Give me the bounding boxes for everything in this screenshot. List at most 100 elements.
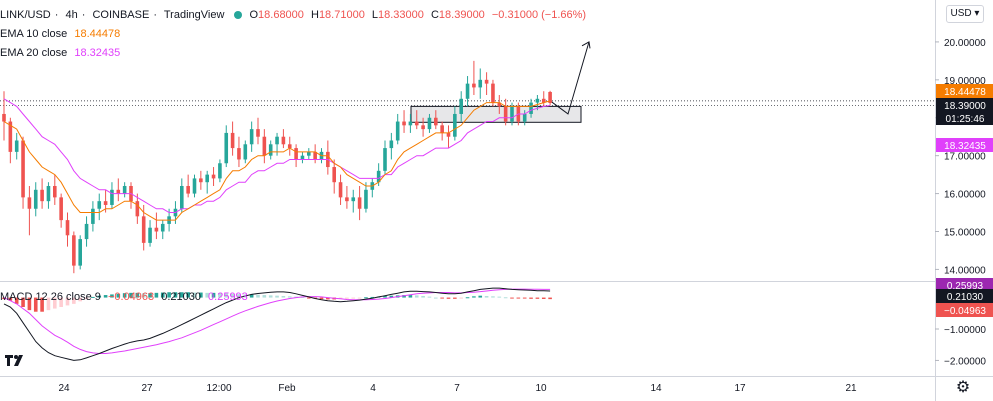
- candle-body: [478, 79, 483, 88]
- price-tag-last: 18.39000: [944, 101, 986, 112]
- candle-body: [224, 132, 229, 164]
- projection-path: [549, 41, 590, 115]
- macd-histogram-bar: [402, 295, 406, 298]
- candle-body: [287, 144, 292, 149]
- macd-histogram-bar: [180, 292, 184, 298]
- candle-body: [414, 121, 419, 126]
- macd-histogram-bar: [421, 296, 425, 298]
- macd-legend[interactable]: MACD 12 26 close 9 −0.04963 0.21030 0.25…: [0, 290, 252, 304]
- macd-histogram-bar: [389, 295, 394, 298]
- macd-histogram-bar: [383, 296, 387, 298]
- separator: ·: [81, 9, 86, 21]
- macd-label: MACD 12 26 close 9: [0, 291, 101, 303]
- candle-body: [27, 197, 32, 209]
- time-tick-label: 27: [141, 383, 153, 394]
- symbol-legend: LINK/USD · 4h · COINBASE · TradingView O18.…: [0, 8, 590, 22]
- macd-histogram-bar: [97, 295, 102, 298]
- macd-histogram-bar: [300, 296, 305, 298]
- ohlc-low: 18.33000: [378, 9, 424, 21]
- macd-histogram-bar: [281, 296, 286, 298]
- macd-histogram-bar: [173, 292, 178, 298]
- time-tick-label: 12:00: [206, 383, 231, 394]
- symbol-name[interactable]: LINK/USD: [0, 9, 51, 21]
- macd-histogram-bar: [160, 292, 165, 298]
- price-tick-label: 17.00000: [944, 152, 986, 163]
- ohlc-high: 18.71000: [318, 9, 365, 21]
- macd-histogram-bar: [345, 297, 349, 299]
- candle-body: [122, 186, 127, 194]
- macd-histogram-bar: [440, 297, 444, 299]
- candle-body: [338, 182, 343, 198]
- macd-line: [3, 287, 551, 361]
- macd-histogram-bar: [186, 292, 190, 298]
- macd-histogram-bar: [497, 296, 502, 298]
- candle-body: [484, 79, 489, 84]
- candle-body: [21, 140, 25, 198]
- candle-body: [262, 136, 267, 156]
- price-tag-ema20: 18.32435: [944, 141, 986, 152]
- macd-tick-label: −1.00000: [944, 325, 986, 336]
- separator: ·: [153, 9, 157, 21]
- candle-body: [351, 197, 356, 202]
- macd-histogram-bar: [516, 297, 521, 299]
- candle-body: [218, 163, 222, 179]
- macd-histogram-bar: [364, 297, 368, 299]
- time-tick-label: 21: [845, 383, 857, 394]
- macd-histogram-bar: [510, 297, 514, 299]
- ohlc-open: 18.68000: [258, 9, 304, 21]
- price-tick-label: 15.00000: [944, 228, 986, 239]
- macd-histogram-bar: [218, 293, 222, 298]
- candle-body: [408, 121, 413, 126]
- ohlc-open-label: O: [249, 9, 259, 21]
- ema10-line: [3, 100, 551, 221]
- candle-body: [14, 140, 19, 152]
- currency-label: USD: [950, 8, 972, 19]
- currency-select[interactable]: USD ▾: [946, 5, 984, 23]
- time-tick-label: 10: [535, 383, 547, 394]
- macd-histogram-bar: [14, 297, 19, 304]
- tradingview-logo-icon[interactable]: [4, 352, 26, 368]
- ema10-legend[interactable]: EMA 10 close 18.44478: [0, 27, 124, 41]
- exchange: COINBASE: [92, 9, 150, 21]
- macd-histogram-bar: [230, 293, 235, 298]
- macd-histogram-bar: [199, 292, 203, 298]
- candle-body: [148, 227, 152, 243]
- candle-body: [300, 155, 305, 160]
- interval[interactable]: 4h: [65, 9, 78, 21]
- price-axis: 20.0000019.0000018.0000017.0000016.00000…: [935, 38, 986, 276]
- candle-body: [345, 197, 349, 202]
- macd-histogram-bar: [224, 293, 229, 298]
- ema20-legend[interactable]: EMA 20 close 18.32435: [0, 46, 124, 60]
- projection-arrowhead: [581, 41, 591, 49]
- macd-tag-macd: 0.21030: [947, 292, 984, 303]
- candle-body: [243, 144, 248, 160]
- gear-icon[interactable]: ⚙: [955, 379, 971, 396]
- macd-value: 0.21030: [161, 291, 201, 303]
- macd-tag-hist: −0.04963: [944, 306, 986, 317]
- candle-body: [535, 98, 540, 103]
- candle-body: [294, 148, 298, 160]
- candle-body: [281, 136, 286, 145]
- macd-histogram-bar: [2, 297, 6, 300]
- macd-histogram-bar: [46, 297, 51, 311]
- macd-histogram-bar: [249, 294, 254, 298]
- macd-histogram-bar: [205, 292, 209, 298]
- macd-tick-label: −2.00000: [944, 356, 986, 367]
- candle-body: [186, 186, 190, 194]
- candles: [2, 60, 552, 274]
- platform: TradingView: [163, 9, 225, 21]
- candle-body: [389, 140, 394, 149]
- candle-body: [459, 98, 463, 114]
- candle-body: [199, 178, 203, 183]
- candle-body: [135, 201, 140, 217]
- candle-body: [180, 186, 184, 209]
- macd-histogram-bar: [478, 295, 483, 298]
- candle-body: [497, 102, 502, 107]
- candle-body: [230, 132, 235, 149]
- candle-body: [46, 186, 51, 202]
- macd-histogram-bar: [91, 296, 95, 298]
- macd-histogram-bar: [141, 293, 146, 298]
- candle-body: [529, 102, 533, 114]
- candle-body: [249, 129, 254, 145]
